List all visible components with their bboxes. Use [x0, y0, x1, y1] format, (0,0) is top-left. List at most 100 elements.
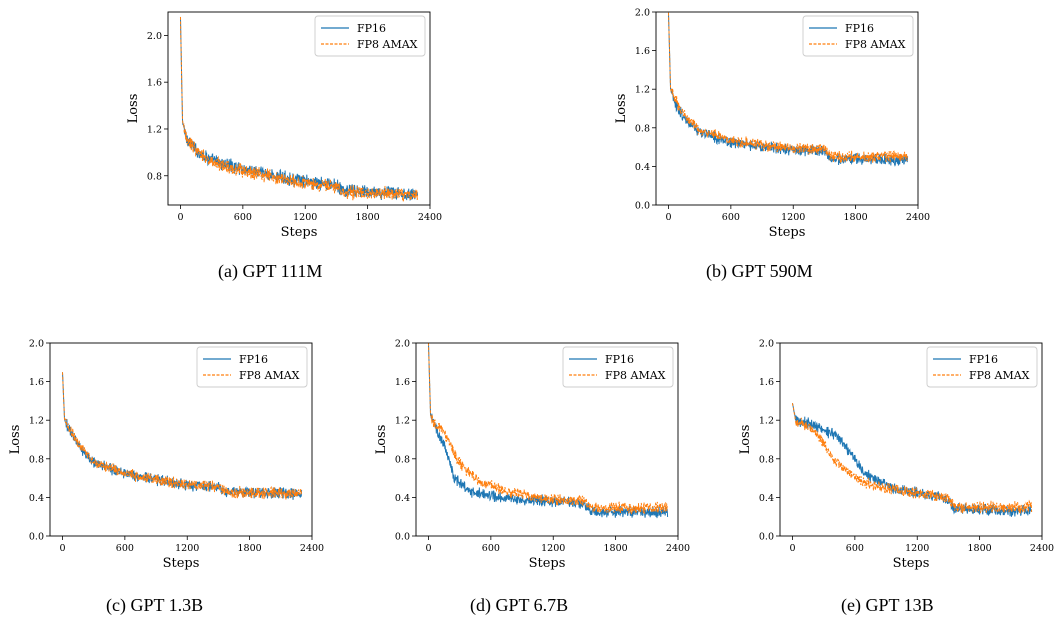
x-tick-label: 2400 — [906, 212, 930, 223]
y-tick-label: 1.6 — [29, 377, 44, 388]
y-tick-label: 0.8 — [147, 171, 162, 182]
chart-d-svg: 0 600 1200 1800 2400 0.0 0.4 0.8 1.2 1.6 2.0 Steps L… — [374, 339, 690, 572]
legend-box — [562, 346, 674, 388]
chart-c-svg: 0 600 1200 1800 2400 0.0 0.4 0.8 1.2 1.6 2.0 Steps L… — [8, 339, 324, 572]
x-tick-label: 1200 — [781, 212, 805, 223]
caption-a: (a) GPT 111M — [218, 261, 323, 281]
chart-panel-e: 0 600 1200 1800 2400 0.0 0.4 0.8 1.2 1.6 2.0 Steps L… — [732, 333, 1056, 578]
x-tick-label: 2400 — [666, 543, 690, 554]
chart-b-svg: 0 600 1200 1800 2400 0.0 0.4 0.8 1.2 1.6 2.0 Steps L… — [614, 8, 930, 241]
y-tick-label: 2.0 — [29, 339, 44, 350]
caption-e: (e) GPT 13B — [841, 595, 934, 615]
legend-box — [926, 346, 1038, 388]
y-tick-label: 0.4 — [395, 493, 410, 504]
series-line-fp8-amax — [791, 403, 1033, 514]
y-tick-label: 1.6 — [395, 377, 410, 388]
caption-c: (c) GPT 1.3B — [106, 595, 204, 615]
plot-frame — [167, 11, 431, 206]
y-axis-label: Loss — [8, 425, 23, 455]
x-tick-label: 0 — [59, 543, 65, 554]
y-tick-label: 1.6 — [635, 46, 650, 57]
legend-label-fp16: FP16 — [357, 22, 386, 35]
x-tick-label: 2400 — [418, 212, 442, 223]
y-tick-label: 0.0 — [635, 201, 650, 212]
x-tick-label: 2400 — [300, 543, 324, 554]
y-tick-label: 0.8 — [395, 454, 410, 465]
series-line-fp8-amax — [667, 12, 908, 164]
legend-box — [314, 15, 426, 57]
plot-frame — [49, 342, 313, 537]
legend-label-fp8-amax: FP8 AMAX — [239, 369, 300, 382]
x-tick-label: 0 — [789, 543, 795, 554]
x-tick-label: 600 — [722, 212, 740, 223]
x-tick-label: 1800 — [844, 212, 868, 223]
legend-label-fp16: FP16 — [239, 353, 268, 366]
x-axis-label: Steps — [769, 225, 806, 240]
legend-label-fp16: FP16 — [845, 22, 874, 35]
chart-a-svg: 0 600 1200 1800 2400 0.8 1.2 1.6 2.0 Steps Loss FP1… — [126, 11, 442, 240]
legend-box — [196, 346, 308, 388]
series-line-fp8-amax — [427, 343, 668, 515]
x-tick-label: 1200 — [541, 543, 565, 554]
series-line-fp8-amax — [61, 372, 303, 500]
series-line-fp16 — [791, 403, 1033, 517]
series-line-fp16 — [427, 343, 669, 519]
y-tick-label: 2.0 — [147, 31, 162, 42]
y-tick-label: 0.0 — [759, 532, 774, 543]
y-tick-label: 0.0 — [395, 532, 410, 543]
y-tick-label: 1.2 — [759, 416, 774, 427]
y-axis-label: Loss — [126, 94, 141, 124]
caption-d: (d) GPT 6.7B — [470, 595, 569, 615]
x-tick-label: 1200 — [293, 212, 317, 223]
plot-frame — [415, 342, 679, 537]
y-tick-label: 0.0 — [29, 532, 44, 543]
plot-frame — [779, 342, 1043, 537]
x-tick-label: 600 — [116, 543, 134, 554]
y-axis-label: Loss — [374, 425, 389, 455]
x-axis-label: Steps — [281, 225, 318, 240]
x-tick-label: 1800 — [356, 212, 380, 223]
legend-label-fp8-amax: FP8 AMAX — [357, 38, 418, 51]
y-tick-label: 0.4 — [29, 493, 44, 504]
y-tick-label: 1.2 — [635, 85, 650, 96]
y-axis-label: Loss — [738, 425, 753, 455]
x-axis-label: Steps — [163, 556, 200, 571]
x-tick-label: 0 — [425, 543, 431, 554]
y-tick-label: 0.4 — [759, 493, 774, 504]
x-tick-label: 1800 — [604, 543, 628, 554]
x-tick-label: 1200 — [175, 543, 199, 554]
legend-label-fp8-amax: FP8 AMAX — [605, 369, 666, 382]
x-tick-label: 1800 — [968, 543, 992, 554]
chart-panel-d: 0 600 1200 1800 2400 0.0 0.4 0.8 1.2 1.6 2.0 Steps L… — [368, 333, 698, 578]
legend-label-fp16: FP16 — [969, 353, 998, 366]
legend-label-fp8-amax: FP8 AMAX — [969, 369, 1030, 382]
plot-frame — [655, 11, 919, 206]
y-axis-label: Loss — [614, 94, 629, 124]
legend-box — [802, 15, 914, 57]
y-tick-label: 2.0 — [759, 339, 774, 350]
x-tick-label: 1200 — [905, 543, 929, 554]
caption-b: (b) GPT 590M — [706, 261, 813, 281]
x-tick-label: 2400 — [1030, 543, 1054, 554]
legend-label-fp8-amax: FP8 AMAX — [845, 38, 906, 51]
chart-panel-c: 0 600 1200 1800 2400 0.0 0.4 0.8 1.2 1.6 2.0 Steps L… — [2, 333, 332, 578]
y-tick-label: 2.0 — [395, 339, 410, 350]
x-tick-label: 600 — [846, 543, 864, 554]
y-tick-label: 1.6 — [759, 377, 774, 388]
legend-label-fp16: FP16 — [605, 353, 634, 366]
y-tick-label: 0.4 — [635, 162, 650, 173]
series-line-fp8-amax — [179, 16, 419, 202]
x-tick-label: 1800 — [238, 543, 262, 554]
x-tick-label: 600 — [234, 212, 252, 223]
y-tick-label: 1.6 — [147, 78, 162, 89]
x-tick-label: 600 — [482, 543, 500, 554]
x-axis-label: Steps — [529, 556, 566, 571]
x-tick-label: 0 — [177, 212, 183, 223]
y-tick-label: 0.8 — [635, 123, 650, 134]
chart-panel-b: 0 600 1200 1800 2400 0.0 0.4 0.8 1.2 1.6 2.0 Steps L… — [608, 2, 938, 247]
y-tick-label: 1.2 — [147, 124, 162, 135]
y-tick-label: 0.8 — [759, 454, 774, 465]
chart-e-svg: 0 600 1200 1800 2400 0.0 0.4 0.8 1.2 1.6 2.0 Steps L… — [738, 339, 1054, 572]
y-tick-label: 1.2 — [29, 416, 44, 427]
x-axis-label: Steps — [893, 556, 930, 571]
